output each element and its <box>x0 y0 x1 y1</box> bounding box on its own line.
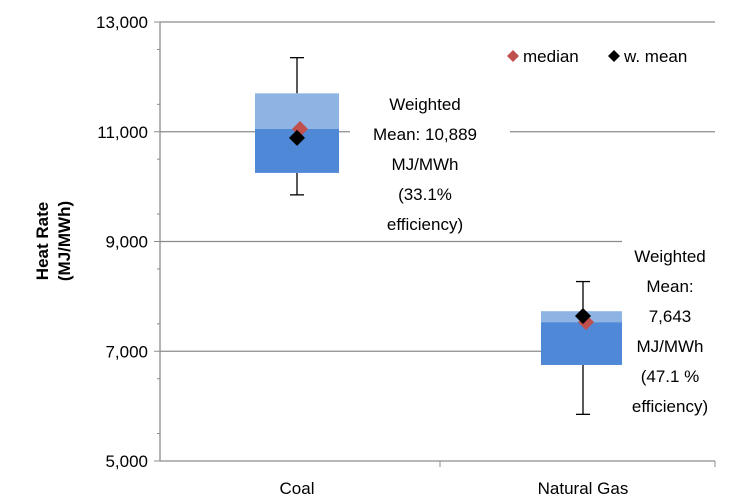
legend-item: median <box>507 47 579 66</box>
y-tick-label: 5,000 <box>105 452 148 471</box>
annotation-line: efficiency) <box>632 397 708 416</box>
y-axis-label-line: Heat Rate <box>33 202 52 280</box>
weighted-mean-marker <box>575 307 591 324</box>
annotation-coal: Weighted Mean: 10,889 MJ/MWh (33.1% efficien… <box>350 86 510 234</box>
y-axis-label: Heat Rate (MJ/MWh) <box>33 201 74 281</box>
legend-item: w. mean <box>608 47 687 66</box>
annotation-line: (33.1% <box>398 185 452 204</box>
box-lower-half <box>541 322 625 365</box>
annotation-line: MJ/MWh <box>636 337 703 356</box>
legend-median-marker <box>507 50 519 62</box>
annotation-natural-gas: Weighted Mean: 7,643 MJ/MWh (47.1 % efficienc… <box>622 238 718 418</box>
y-axis-label-line: (MJ/MWh) <box>55 201 74 281</box>
annotation-background <box>622 238 718 418</box>
annotation-line: efficiency) <box>387 215 463 234</box>
weighted-mean-marker <box>289 129 305 146</box>
annotation-line: MJ/MWh <box>391 155 458 174</box>
y-axis: 5,000 7,000 9,000 11,000 13,000 Heat Rate (MJ/… <box>33 13 716 471</box>
annotation-line: Weighted <box>634 247 706 266</box>
boxes <box>255 57 625 416</box>
y-tick-label: 11,000 <box>97 123 148 142</box>
box-upper-half <box>255 93 339 130</box>
annotation-line: Mean: 10,889 <box>373 125 477 144</box>
labels: Coal Natural Gas Weighted Mean: 10,889 MJ/MW… <box>280 86 718 498</box>
annotation-text: Weighted Mean: 7,643 MJ/MWh (47.1 % efficienc… <box>632 247 708 416</box>
x-tick-label: Coal <box>280 479 315 498</box>
annotation-line: Mean: <box>646 277 693 296</box>
box-natural-gas <box>541 280 625 416</box>
legend-label: w. mean <box>623 47 687 66</box>
annotation-line: Weighted <box>389 95 461 114</box>
box-coal <box>255 57 339 196</box>
annotation-text: Weighted Mean: 10,889 MJ/MWh (33.1% efficien… <box>373 95 477 234</box>
x-tick-label: Natural Gas <box>538 479 629 498</box>
y-tick-label: 9,000 <box>105 233 148 252</box>
annotation-line: 7,643 <box>649 307 692 326</box>
y-tick-label: 7,000 <box>105 342 148 361</box>
legend-wmean-marker <box>608 50 620 62</box>
legend-label: median <box>523 47 579 66</box>
annotation-background <box>350 86 510 234</box>
legend: median w. mean <box>507 47 687 66</box>
y-tick-label: 13,000 <box>96 13 148 32</box>
annotation-line: (47.1 % <box>641 367 700 386</box>
